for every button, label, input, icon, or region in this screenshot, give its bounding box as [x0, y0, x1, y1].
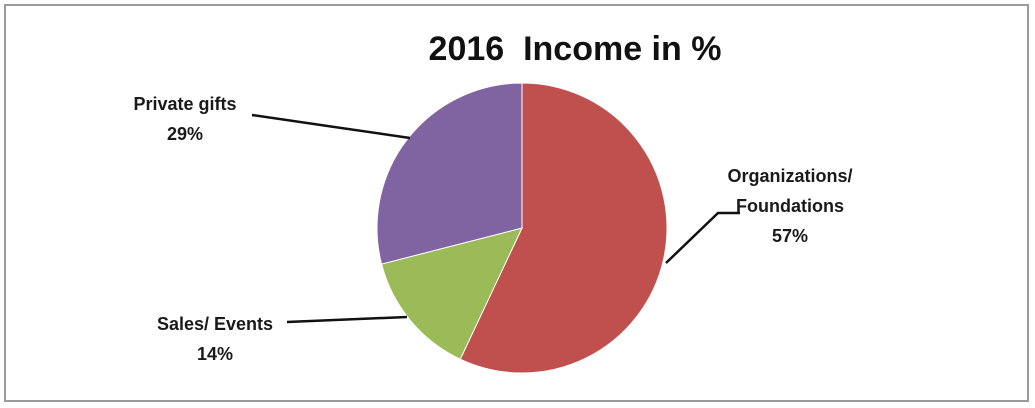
pie-slice-organizations-foundations: [459, 82, 668, 374]
slice-labels: Organizations/Foundations 57% Sales/ Event…: [133, 94, 852, 364]
pie-slice-sales-events: [380, 227, 523, 360]
slice-name-label: Organizations/: [727, 166, 852, 186]
slice-name-label: Sales/ Events: [157, 314, 273, 334]
pie-slices: [376, 82, 668, 374]
chart-title: 2016 Income in %: [429, 30, 722, 68]
pie-slice-private-gifts: [376, 82, 523, 265]
leader-line: [665, 211, 740, 264]
slice-percent-label: 57%: [772, 226, 808, 246]
slice-percent-label: 29%: [167, 124, 203, 144]
leader-line: [251, 113, 411, 140]
leader-line: [286, 315, 408, 324]
slice-name-label: Foundations: [736, 196, 844, 216]
leader-lines: [251, 113, 740, 324]
slice-percent-label: 14%: [197, 344, 233, 364]
slice-name-label: Private gifts: [133, 94, 236, 114]
